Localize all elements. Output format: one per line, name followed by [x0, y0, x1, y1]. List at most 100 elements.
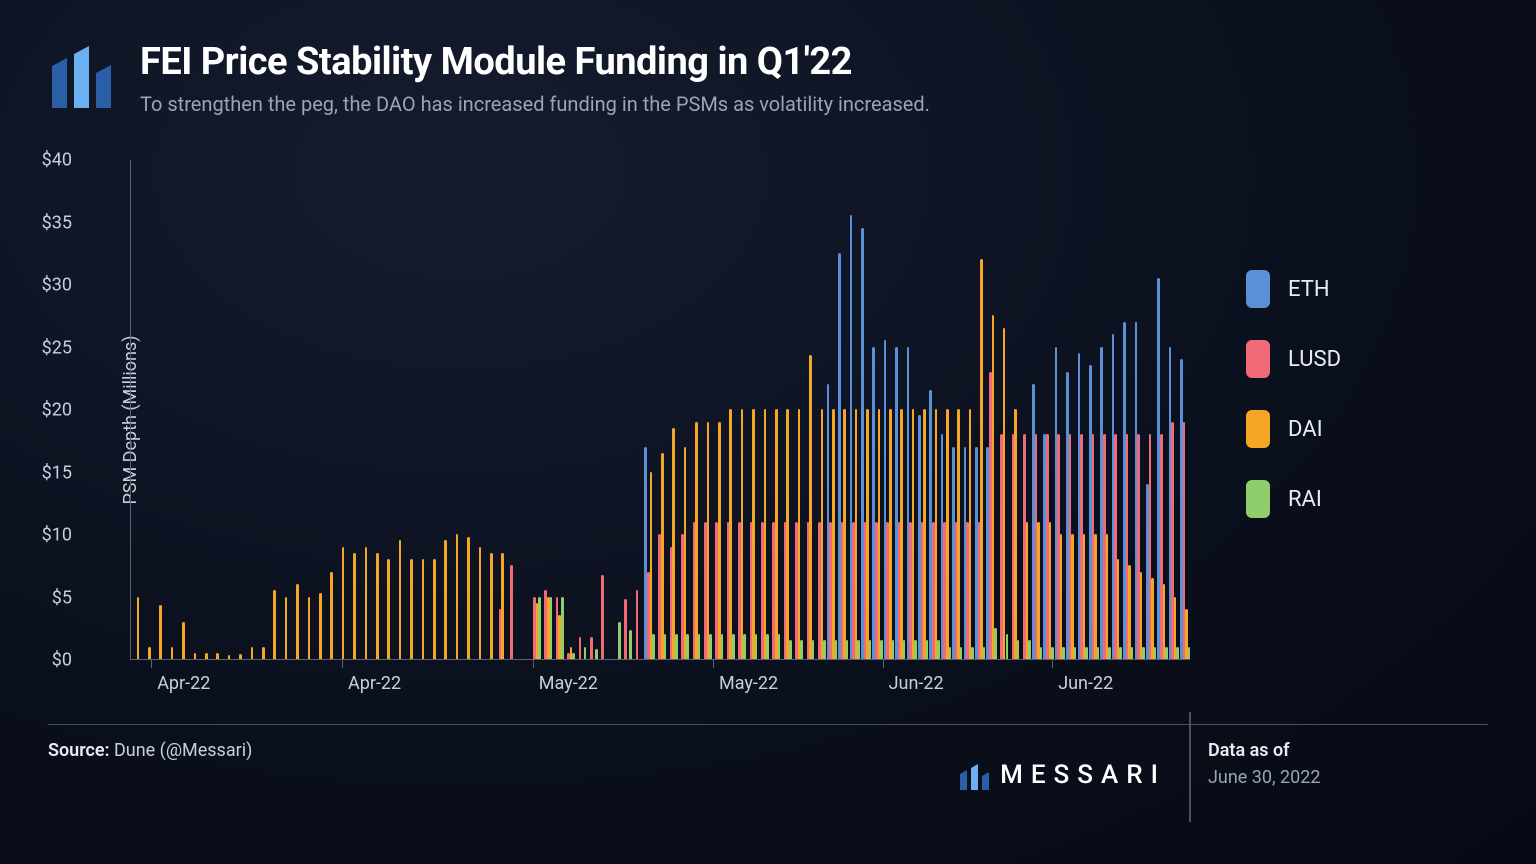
bar-dai	[171, 647, 174, 660]
bar-dai	[695, 422, 698, 660]
bar-dai	[273, 590, 276, 659]
bar-rai	[675, 634, 678, 659]
bar-rai	[994, 628, 997, 659]
bar-rai	[732, 634, 735, 659]
bar-rai	[538, 597, 541, 660]
y-axis-ticks: $0$5$10$15$20$25$30$35$40	[80, 160, 130, 680]
bar-dai	[775, 409, 778, 659]
bar-dai	[137, 597, 140, 660]
bar-dai	[216, 653, 219, 659]
brand: MESSARI	[960, 760, 1166, 790]
bar-dai	[684, 447, 687, 660]
bar-rai	[1131, 647, 1134, 660]
bar-rai	[835, 640, 838, 659]
x-tick-label: Apr-22	[157, 673, 210, 694]
bar-rai	[778, 634, 781, 659]
bar-dai	[798, 409, 801, 659]
bar-rai	[789, 640, 792, 659]
data-asof: Data as of June 30, 2022	[1208, 740, 1488, 788]
y-tick-label: $0	[52, 650, 72, 671]
bar-dai	[444, 540, 447, 659]
bar-rai	[743, 634, 746, 659]
bar-rai	[823, 640, 826, 659]
legend-label: ETH	[1288, 277, 1330, 302]
bar-dai	[969, 409, 972, 659]
x-tick-mark	[342, 660, 343, 668]
bar-dai	[729, 409, 732, 659]
bar-dai	[741, 409, 744, 659]
bar-rai	[561, 597, 564, 660]
bar-dai	[159, 605, 162, 659]
bar-rai	[971, 647, 974, 660]
x-axis-ticks: Apr-22Apr-22May-22May-22Jun-22Jun-22	[130, 665, 1190, 695]
bar-rai	[800, 640, 803, 659]
bar-rai	[698, 634, 701, 659]
bar-rai	[1028, 640, 1031, 659]
bar-rai	[1108, 647, 1111, 660]
bar-rai	[550, 597, 553, 660]
bar-dai	[228, 655, 231, 659]
bar-rai	[1062, 647, 1065, 660]
bar-dai	[752, 409, 755, 659]
bar-rai	[1188, 647, 1191, 660]
legend-label: DAI	[1288, 417, 1323, 442]
bar-rai	[1142, 647, 1145, 660]
bar-rai	[755, 634, 758, 659]
y-tick-label: $20	[42, 400, 72, 421]
chart-title: FEI Price Stability Module Funding in Q1…	[140, 40, 930, 84]
x-tick-label: May-22	[719, 673, 778, 694]
bar-dai	[182, 622, 185, 660]
bar-rai	[1040, 647, 1043, 660]
messari-logo-icon	[52, 38, 112, 108]
chart: PSM Depth (Millions) $0$5$10$15$20$25$30…	[100, 160, 1190, 680]
bar-rai	[652, 634, 655, 659]
x-tick-label: May-22	[539, 673, 598, 694]
bar-dai	[809, 355, 812, 659]
bar-dai	[855, 409, 858, 659]
bar-dai	[900, 409, 903, 659]
bar-dai	[1083, 534, 1086, 659]
bar-rai	[857, 640, 860, 659]
bar-dai	[707, 422, 710, 660]
bar-rai	[903, 640, 906, 659]
footer-vertical-divider	[1189, 712, 1191, 822]
legend-swatch	[1246, 480, 1270, 518]
legend-item: LUSD	[1246, 340, 1466, 378]
bar-dai	[490, 553, 493, 659]
x-tick-mark	[713, 660, 714, 668]
bar-dai	[467, 537, 470, 660]
legend-item: DAI	[1246, 410, 1466, 448]
bar-dai	[843, 409, 846, 659]
bar-rai	[721, 634, 724, 659]
bar-dai	[1140, 572, 1143, 660]
x-tick-mark	[533, 660, 534, 668]
x-tick-mark	[1052, 660, 1053, 668]
legend-item: RAI	[1246, 480, 1466, 518]
bar-dai	[285, 597, 288, 660]
bar-dai	[718, 422, 721, 660]
bar-lusd	[601, 575, 604, 659]
bar-dai	[661, 453, 664, 659]
bar-dai	[262, 647, 265, 660]
bar-lusd	[510, 565, 513, 659]
bar-dai	[980, 259, 983, 659]
bar-lusd	[579, 637, 582, 660]
messari-icon	[960, 760, 990, 790]
bar-rai	[686, 634, 689, 659]
y-tick-label: $5	[52, 587, 72, 608]
bar-rai	[1085, 647, 1088, 660]
bar-dai	[376, 553, 379, 659]
bar-dai	[866, 409, 869, 659]
x-tick-label: Jun-22	[889, 673, 944, 694]
bar-rai	[892, 640, 895, 659]
bar-rai	[960, 647, 963, 660]
bar-dai	[957, 409, 960, 659]
brand-text: MESSARI	[1000, 760, 1166, 790]
bar-dai	[194, 653, 197, 659]
bars-container	[131, 160, 1190, 659]
bar-dai	[832, 409, 835, 659]
bar-dai	[308, 597, 311, 660]
bar-dai	[1003, 328, 1006, 659]
bar-rai	[618, 622, 621, 660]
y-tick-label: $10	[42, 525, 72, 546]
